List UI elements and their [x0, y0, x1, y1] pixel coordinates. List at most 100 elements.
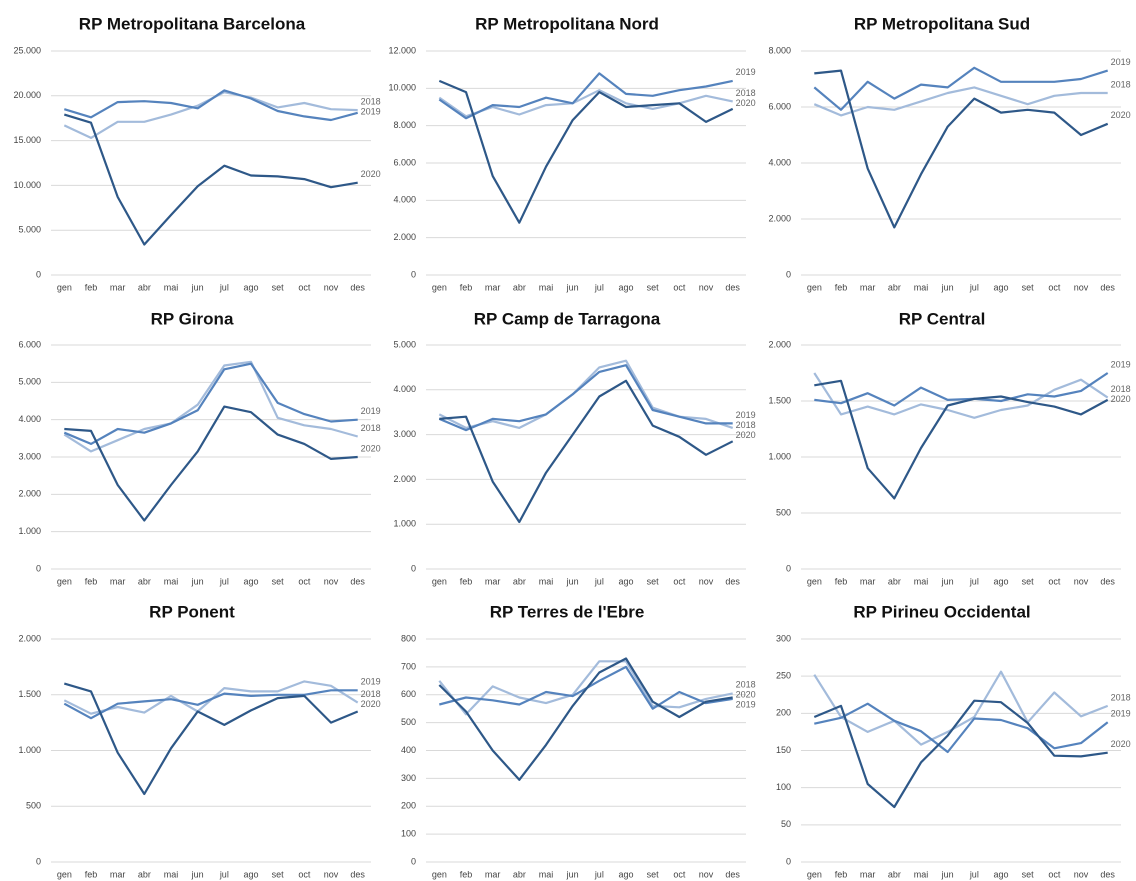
- x-tick-label: jun: [941, 576, 954, 586]
- x-tick-label: ago: [618, 282, 633, 292]
- series-line: [63, 682, 359, 796]
- x-tick-label: abr: [513, 576, 526, 586]
- x-tick-label: oct: [298, 576, 311, 586]
- series-label: 2018: [1111, 692, 1131, 702]
- x-tick-label: oct: [673, 869, 686, 879]
- series-label: 2020: [1111, 394, 1131, 404]
- y-tick-label: 6.000: [393, 157, 416, 167]
- series-line: [438, 89, 733, 118]
- x-tick-label: gen: [57, 282, 72, 292]
- x-tick-label: jul: [969, 282, 979, 292]
- chart-title: RP Pirineu Occidental: [853, 602, 1030, 621]
- x-tick-label: jul: [219, 869, 229, 879]
- x-tick-label: mar: [485, 576, 501, 586]
- y-tick-label: 6.000: [18, 339, 41, 349]
- series-line: [814, 379, 1109, 500]
- x-tick-label: abr: [888, 282, 901, 292]
- y-tick-label: 4.000: [393, 195, 416, 205]
- y-tick-label: 800: [401, 633, 416, 643]
- x-tick-label: ago: [993, 576, 1008, 586]
- y-tick-label: 0: [786, 563, 791, 573]
- y-tick-label: 500: [776, 507, 791, 517]
- chart-title: RP Central: [899, 309, 986, 328]
- x-tick-label: nov: [699, 869, 714, 879]
- x-tick-label: nov: [1074, 869, 1089, 879]
- y-tick-label: 0: [786, 269, 791, 279]
- series-label: 2020: [736, 98, 756, 108]
- x-tick-label: set: [272, 576, 285, 586]
- y-tick-label: 50: [781, 819, 791, 829]
- x-tick-label: nov: [324, 576, 339, 586]
- series-label: 2019: [361, 107, 381, 117]
- y-tick-label: 2.000: [18, 489, 41, 499]
- x-tick-label: ago: [243, 282, 258, 292]
- x-tick-label: feb: [835, 576, 848, 586]
- x-tick-label: ago: [618, 869, 633, 879]
- y-tick-label: 1.000: [768, 451, 791, 461]
- x-tick-label: jul: [969, 869, 979, 879]
- chart-title: RP Terres de l'Ebre: [490, 602, 645, 621]
- x-tick-label: ago: [243, 576, 258, 586]
- x-tick-label: mar: [860, 282, 876, 292]
- x-tick-label: oct: [1048, 869, 1061, 879]
- x-tick-label: feb: [460, 869, 473, 879]
- x-tick-label: jun: [566, 869, 579, 879]
- x-tick-label: jun: [191, 576, 204, 586]
- y-tick-label: 4.000: [768, 157, 791, 167]
- x-tick-label: jun: [191, 869, 204, 879]
- chart-title: RP Metropolitana Sud: [854, 14, 1030, 33]
- x-tick-label: gen: [57, 869, 72, 879]
- x-tick-label: mai: [914, 576, 929, 586]
- x-tick-label: mar: [110, 576, 126, 586]
- y-tick-label: 250: [776, 671, 791, 681]
- y-tick-label: 3.000: [18, 451, 41, 461]
- x-tick-label: jul: [969, 576, 979, 586]
- y-tick-label: 400: [401, 745, 416, 755]
- y-tick-label: 8.000: [768, 45, 791, 55]
- series-line: [438, 72, 733, 120]
- y-tick-label: 2.000: [768, 213, 791, 223]
- series-label: 2018: [361, 423, 381, 433]
- y-tick-label: 10.000: [13, 180, 41, 190]
- x-tick-label: feb: [460, 576, 473, 586]
- x-tick-label: abr: [888, 576, 901, 586]
- y-tick-label: 5.000: [18, 377, 41, 387]
- chart-title: RP Ponent: [149, 602, 235, 621]
- x-tick-label: jun: [191, 282, 204, 292]
- x-tick-label: ago: [993, 282, 1008, 292]
- x-tick-label: oct: [1048, 282, 1061, 292]
- series-line: [814, 702, 1109, 754]
- x-tick-label: gen: [57, 576, 72, 586]
- x-tick-label: mai: [539, 869, 554, 879]
- x-tick-label: abr: [138, 869, 151, 879]
- x-tick-label: des: [350, 282, 365, 292]
- x-tick-label: des: [725, 282, 740, 292]
- y-tick-label: 5.000: [18, 225, 41, 235]
- series-line: [813, 699, 1108, 809]
- series-label: 2019: [1111, 359, 1131, 369]
- x-tick-label: feb: [85, 576, 98, 586]
- x-tick-label: jun: [566, 576, 579, 586]
- x-tick-label: ago: [993, 869, 1008, 879]
- series-label: 2019: [1111, 57, 1131, 67]
- x-tick-label: oct: [1048, 576, 1061, 586]
- y-tick-label: 600: [401, 689, 416, 699]
- chart-title: RP Girona: [151, 309, 234, 328]
- x-tick-label: jun: [566, 282, 579, 292]
- series-label: 2020: [1111, 110, 1131, 120]
- x-tick-label: gen: [432, 576, 447, 586]
- series-label: 2020: [361, 699, 381, 709]
- x-tick-label: feb: [85, 869, 98, 879]
- series-line: [64, 405, 358, 522]
- y-tick-label: 0: [411, 269, 416, 279]
- y-tick-label: 100: [401, 829, 416, 839]
- x-tick-label: feb: [85, 282, 98, 292]
- y-tick-label: 6.000: [768, 101, 791, 111]
- x-tick-label: des: [725, 869, 740, 879]
- y-tick-label: 0: [36, 563, 41, 573]
- x-tick-label: set: [647, 869, 660, 879]
- y-tick-label: 0: [411, 856, 416, 866]
- y-tick-label: 2.000: [18, 633, 41, 643]
- x-tick-label: des: [1100, 869, 1115, 879]
